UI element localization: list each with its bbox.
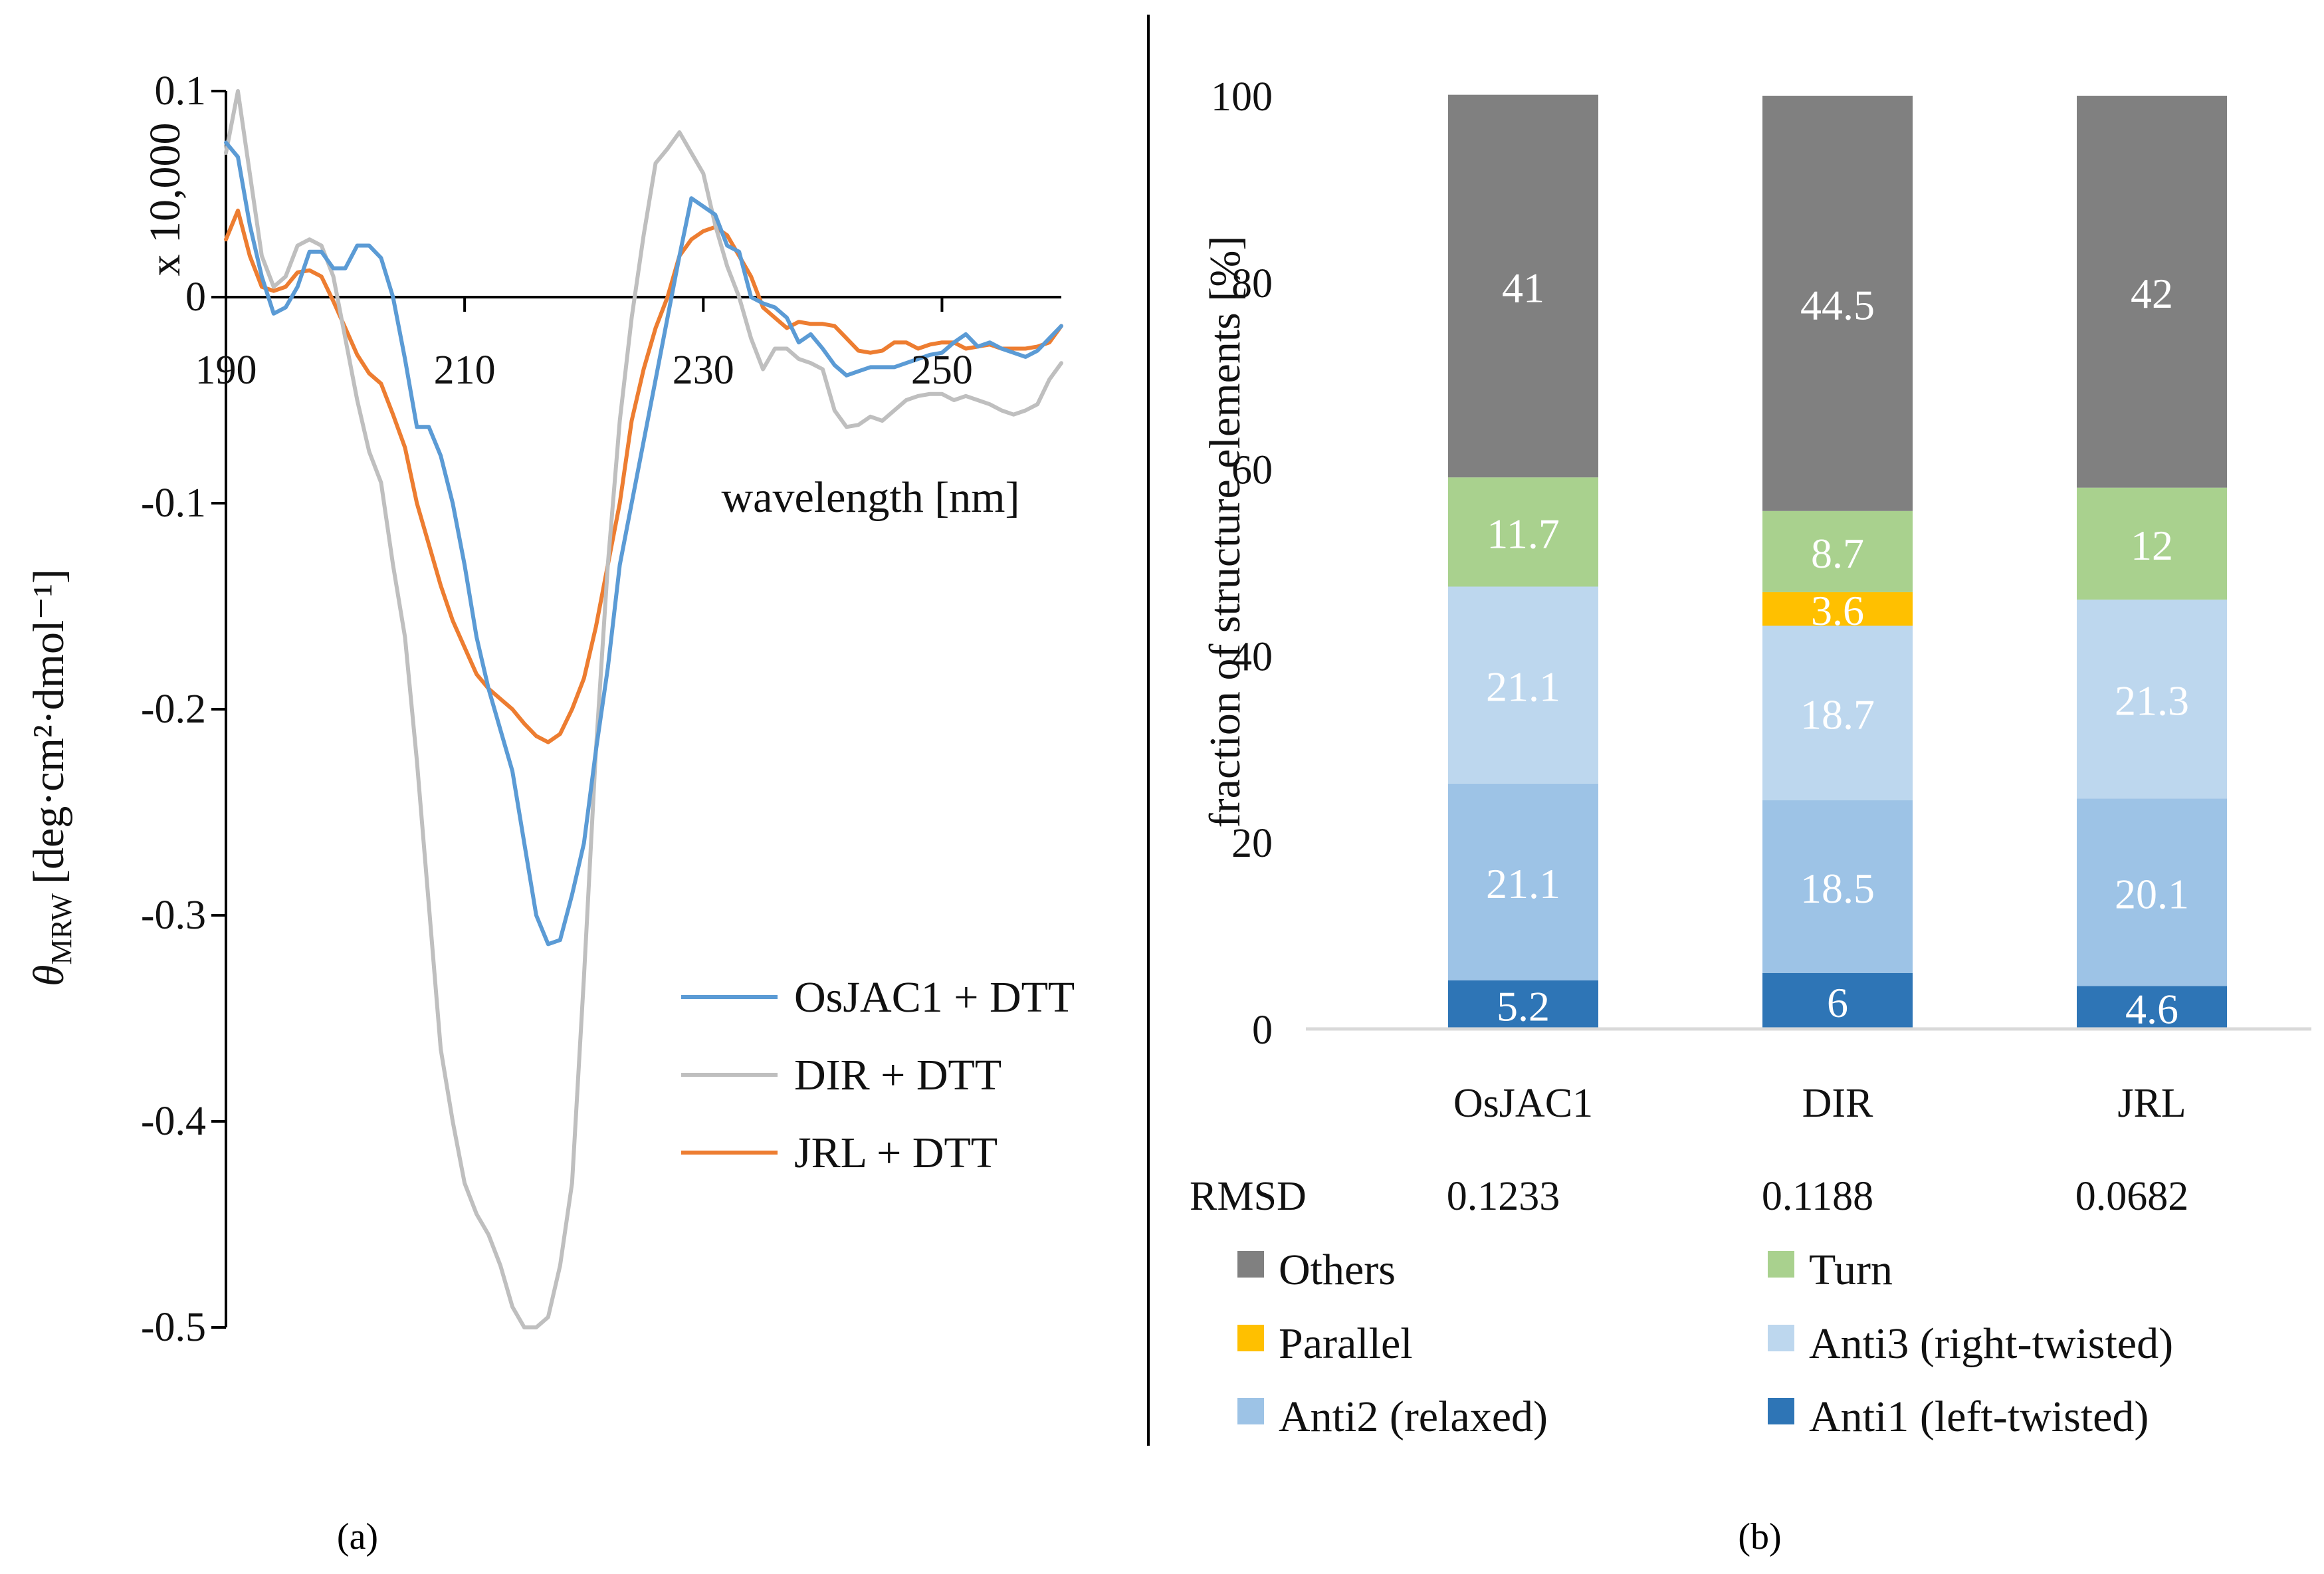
legend-swatch [1768,1251,1794,1278]
legend-swatch [1237,1325,1264,1351]
y-label-units: [deg·cm²·dmol⁻¹] [25,569,73,884]
panel-a-label: (a) [337,1516,378,1557]
panel-a-x-axis-label: wavelength [nm] [721,473,1019,522]
panel-b-y-ticks: 0 20 40 60 80 100 [1211,74,1273,1053]
bar-segment-turn [1448,477,1598,587]
data-label: 11.7 [1487,510,1560,557]
bar-segment-turn [2077,487,2227,600]
rmsd-value: 0.0682 [2075,1174,2189,1219]
y-tick-label: -0.5 [141,1305,206,1350]
bar-segment-anti1 [1762,972,1913,1029]
bar-segment-turn [1762,510,1913,592]
bar-segment-parallel [1762,592,1913,626]
y-tick-label: 80 [1231,261,1273,306]
panel-a-y-ticks: 0.1 0 -0.1 -0.2 -0.3 -0.4 -0.5 [141,68,226,1350]
x-tick-label: 230 [673,348,734,393]
legend-label: DIR + DTT [794,1051,1002,1099]
bar-segment-anti3 [1762,625,1913,801]
legend-label: OsJAC1 + DTT [794,973,1075,1022]
y-tick-label: -0.4 [141,1099,206,1144]
panel-a-y-axis-label: θMRW [deg·cm²·dmol⁻¹] [25,569,78,986]
panel-b-y-axis-label: fraction of structure elements [%] [1201,236,1249,828]
data-label: 12 [2131,522,2173,569]
legend-label: Anti2 (relaxed) [1279,1393,1548,1441]
data-label: 18.7 [1800,691,1875,738]
y-tick-label: 0.1 [155,68,207,114]
panel-b-stacked-bar-chart: 0 20 40 60 80 100 5.2 21.1 21.1 11.7 41 6 18.5 18.7 3… [1190,74,2311,1557]
panel-a-multiplier: x 10,000 [141,123,189,277]
bar-segment-others [1448,94,1598,478]
category-label: DIR [1802,1081,1873,1126]
data-label: 18.5 [1800,865,1875,912]
y-tick-label: 0 [185,275,206,320]
rmsd-value: 0.1188 [1762,1174,1873,1219]
legend-swatch [1768,1398,1794,1424]
bar-segment-anti1 [2077,986,2227,1029]
y-tick-label: 0 [1252,1008,1273,1053]
y-tick-label: 60 [1231,448,1273,493]
bar-segment-anti2 [1448,783,1598,980]
data-label: 6 [1827,979,1848,1026]
bar-segment-others [1762,96,1913,511]
category-label: OsJAC1 [1453,1081,1593,1126]
y-tick-label: 40 [1231,634,1273,679]
legend-swatch [1237,1251,1264,1278]
data-label: 21.3 [2115,677,2189,725]
series-line-osjac1 [224,140,1063,947]
legend-label: Anti1 (left-twisted) [1809,1393,2149,1441]
x-tick-label: 250 [911,348,973,393]
y-label-theta: θ [25,965,73,986]
data-label: 21.1 [1486,663,1560,711]
legend-label: Anti3 (right-twisted) [1809,1319,2173,1368]
rmsd-label: RMSD [1190,1174,1307,1219]
series-line-jrl [224,208,1063,744]
y-tick-label: 100 [1211,74,1273,120]
category-label: JRL [2117,1081,2186,1126]
legend-swatch [1237,1398,1264,1424]
data-label: 42 [2131,270,2173,317]
bar-segment-others [2077,96,2227,488]
panel-a-legend: OsJAC1 + DTT DIR + DTT JRL + DTT [681,973,1075,1177]
bar-segment-anti2 [2077,798,2227,986]
y-tick-label: -0.3 [141,893,206,938]
data-label: 21.1 [1486,860,1560,907]
x-tick-label: 190 [195,348,257,393]
panel-a-series [224,89,1063,1329]
data-label: 20.1 [2115,870,2189,917]
x-tick-label: 210 [434,348,496,393]
rmsd-value: 0.1233 [1447,1174,1560,1219]
y-tick-label: 20 [1231,821,1273,866]
bar-segment-anti1 [1448,980,1598,1029]
panel-a-line-chart: 0.1 0 -0.1 -0.2 -0.3 -0.4 -0.5 190 210 230 250 x … [25,68,1075,1557]
legend-label: Turn [1809,1246,1893,1294]
panel-b-categories: OsJAC1 0.1233 DIR 0.1188 JRL 0.0682 RMSD [1190,1081,2188,1219]
bar-segment-anti3 [2077,600,2227,799]
legend-label: Parallel [1279,1319,1413,1368]
data-label: 41 [1502,264,1544,311]
panel-b-bars: 5.2 21.1 21.1 11.7 41 6 18.5 18.7 3.6 8.7 44.5 4.6 2… [1448,94,2227,1033]
legend-label: JRL + DTT [794,1129,998,1177]
y-tick-label: -0.2 [141,687,206,732]
data-label: 44.5 [1800,281,1875,328]
y-tick-label: -0.1 [141,481,206,526]
data-label: 8.7 [1811,530,1864,577]
bar-segment-anti2 [1762,800,1913,973]
legend-swatch [1768,1325,1794,1351]
data-label: 4.6 [2125,986,2178,1033]
series-line-dir [224,89,1063,1329]
y-label-subscript: MRW [45,893,78,965]
panel-b-label: (b) [1738,1516,1781,1557]
panel-b-legend: Others Turn Parallel Anti3 (right-twisted) A… [1237,1246,2173,1441]
data-label: 5.2 [1497,982,1550,1030]
panel-a-x-ticks: 190 210 230 250 [195,297,973,393]
legend-label: Others [1279,1246,1396,1294]
bar-segment-anti3 [1448,586,1598,784]
data-label: 3.6 [1811,587,1864,634]
